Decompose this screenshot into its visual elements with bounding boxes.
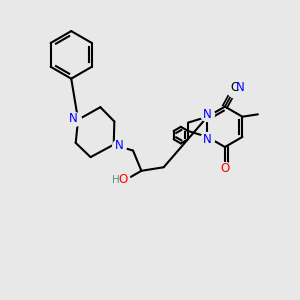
Text: N: N: [202, 108, 211, 121]
Text: N: N: [202, 133, 211, 146]
Text: N: N: [115, 139, 124, 152]
Text: N: N: [236, 81, 244, 94]
Text: O: O: [220, 162, 230, 175]
Text: N: N: [69, 112, 78, 125]
Text: H: H: [112, 175, 119, 185]
Text: O: O: [118, 173, 128, 186]
Text: C: C: [230, 81, 238, 94]
